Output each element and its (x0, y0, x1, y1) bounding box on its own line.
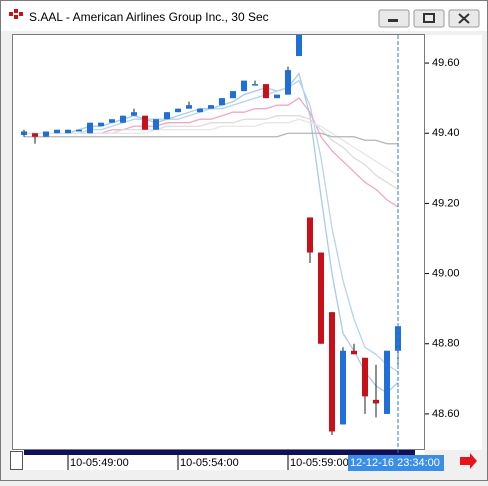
candle-body (307, 217, 313, 253)
candle-body (131, 112, 137, 116)
candle-body (65, 129, 71, 134)
candle-body (230, 91, 236, 99)
moving-average-line (24, 79, 399, 373)
close-button[interactable] (448, 9, 480, 28)
window-title: S.AAL - American Airlines Group Inc., 30… (29, 10, 269, 24)
candle-body (274, 94, 280, 99)
candle-body (87, 122, 93, 134)
candle-body (142, 115, 148, 130)
candle-body (208, 105, 214, 109)
y-tick-label: 49.00 (432, 267, 460, 279)
y-tick-label: 48.80 (432, 338, 460, 350)
candle-body (219, 98, 225, 106)
scroll-thumb[interactable] (10, 451, 23, 470)
minimize-button[interactable] (378, 9, 410, 28)
candle-body (329, 312, 335, 432)
candle-body (296, 35, 302, 57)
app-icon (9, 9, 23, 19)
x-tick-label: 10-05:54:00 (180, 457, 239, 469)
candle-body (340, 350, 346, 425)
plot-area (12, 34, 425, 450)
candle-body (263, 84, 269, 99)
candle-body (318, 252, 324, 344)
moving-average-line (24, 132, 398, 145)
candle-body (384, 350, 390, 414)
candle-body (54, 129, 60, 134)
cursor-label: 12-12-16 23:34:00 (350, 457, 440, 469)
candle-body (153, 119, 159, 130)
moving-average-line (24, 118, 399, 176)
candle-body (164, 112, 170, 120)
candle-body (197, 108, 203, 113)
candle-body (98, 122, 104, 127)
candle-body (21, 131, 27, 135)
candle-body (43, 131, 49, 137)
y-tick-label: 48.60 (432, 408, 460, 420)
scroll-track (24, 450, 415, 455)
candle-body (120, 115, 126, 123)
maximize-button[interactable] (413, 9, 445, 28)
candle-body (186, 105, 192, 109)
cursor-label-box (348, 455, 444, 471)
y-tick-label: 49.20 (432, 197, 460, 209)
x-tick-label: 10-05:59:00 (290, 457, 349, 469)
candle-body (109, 119, 115, 123)
price-axis (425, 35, 482, 450)
scroll-right-arrow[interactable] (460, 453, 477, 469)
candle-body (285, 70, 291, 95)
candle-body (351, 350, 357, 355)
candle-body (32, 133, 38, 137)
candle-body (362, 357, 368, 397)
candle-body (175, 108, 181, 113)
y-tick-label: 49.60 (432, 57, 460, 69)
y-tick-label: 49.40 (432, 127, 460, 139)
candle-body (373, 399, 379, 404)
candle-body (241, 80, 247, 92)
candle-body (252, 84, 258, 86)
x-tick-label: 10-05:49:00 (70, 457, 129, 469)
candle-body (76, 129, 82, 132)
